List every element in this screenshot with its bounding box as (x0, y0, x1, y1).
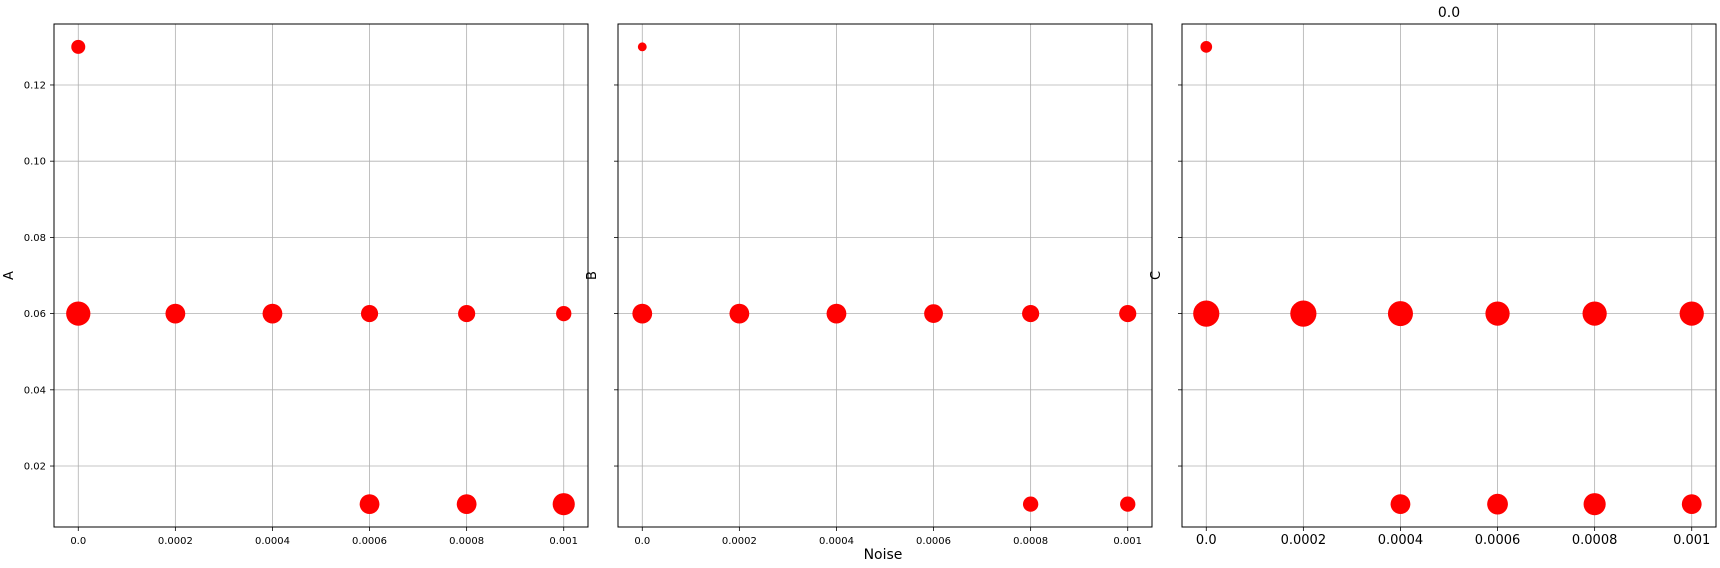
panel-b-frame (617, 23, 1153, 528)
panel-a-y-tick-label: 0.02 (24, 462, 46, 473)
panel-b-data-point (826, 303, 847, 324)
panel-c-x-tick-label: 0.0004 (1378, 533, 1424, 548)
panel-a-x-tick-label: 0.0008 (449, 536, 484, 547)
panel-a-data-point (556, 305, 572, 322)
panel-c-title: 0.0 (1438, 5, 1460, 21)
panel-b-x-tick-label: 0.0008 (1013, 536, 1048, 547)
panel-c-data-point (1487, 493, 1508, 515)
panel-c-data-point (1681, 494, 1702, 515)
panel-a-data-point (458, 305, 476, 323)
panel-a: 0.0 0.0002 0.0004 0.0006 0.0008 0.001 0.02 0.04… (2, 23, 589, 547)
panel-a-data-point (66, 301, 91, 326)
panel-a-y-tick-label: 0.10 (24, 157, 46, 168)
panel-c-data-point (1582, 301, 1607, 326)
panel-b-data-point (632, 303, 653, 324)
panel-a-data-point (71, 39, 86, 54)
panel-c-frame (1181, 23, 1717, 528)
panel-c-data-point (1290, 300, 1317, 327)
panel-a-y-tick-label: 0.04 (24, 385, 46, 396)
panel-b-data-point (1022, 305, 1040, 323)
panel-c-data-point (1387, 301, 1413, 327)
panel-c-data-point (1485, 301, 1510, 326)
panel-b-x-tick-label: 0.0006 (916, 536, 951, 547)
panel-a-data-point (456, 494, 477, 515)
panel-a-x-tick-label: 0.001 (549, 536, 578, 547)
panel-b-data-point (924, 304, 943, 323)
panel-c-data-point (1583, 493, 1606, 516)
panel-a-frame (53, 23, 589, 528)
panel-a-y-tick-label: 0.12 (24, 80, 46, 91)
panel-c-y-axis-label: C (1149, 271, 1164, 280)
panel-a-data-point (552, 493, 575, 516)
panel-b-data-point (1119, 305, 1137, 323)
panel-c-x-tick-label: 0.0002 (1281, 533, 1327, 548)
panel-a-x-tick-label: 0.0006 (352, 536, 387, 547)
x-axis-label: Noise (864, 547, 903, 563)
panel-c-data-point (1200, 41, 1213, 53)
panel-a-data-point (262, 303, 283, 324)
panel-a-x-tick-label: 0.0 (70, 536, 86, 547)
panel-a-x-tick-label: 0.0002 (158, 536, 193, 547)
panel-b-x-tick-label: 0.0004 (819, 536, 854, 547)
panel-a-y-axis-label: A (2, 271, 17, 280)
panel-c: 0.0 0.0002 0.0004 0.0006 0.0008 0.001 C 0.0 (1149, 5, 1717, 548)
panel-b-data-point (1022, 496, 1039, 512)
panel-c-data-point (1193, 300, 1220, 327)
panel-a-y-tick-label: 0.06 (24, 309, 46, 320)
panel-c-data-point (1679, 301, 1704, 326)
panel-a-data-point (360, 305, 379, 323)
panel-a-y-tick-label: 0.08 (24, 233, 46, 244)
panel-b-y-axis-label: B (585, 271, 600, 280)
panel-c-x-tick-label: 0.0006 (1475, 533, 1521, 548)
panel-b-x-tick-label: 0.0 (634, 536, 650, 547)
panel-b: 0.0 0.0002 0.0004 0.0006 0.0008 0.001 B (585, 23, 1153, 547)
panel-a-data-point (359, 494, 380, 515)
panel-b-x-tick-label: 0.001 (1113, 536, 1142, 547)
panel-c-x-tick-label: 0.0 (1196, 533, 1217, 548)
panel-b-x-tick-label: 0.0002 (722, 536, 757, 547)
panel-c-x-tick-label: 0.0008 (1572, 533, 1618, 548)
panel-b-data-point (637, 42, 647, 52)
panel-c-data-point (1390, 494, 1411, 515)
panel-b-data-point (1120, 496, 1136, 512)
panel-b-data-point (729, 303, 750, 324)
panel-a-data-point (165, 303, 186, 324)
panel-c-x-tick-label: 0.001 (1673, 533, 1710, 548)
panel-a-x-tick-label: 0.0004 (255, 536, 290, 547)
